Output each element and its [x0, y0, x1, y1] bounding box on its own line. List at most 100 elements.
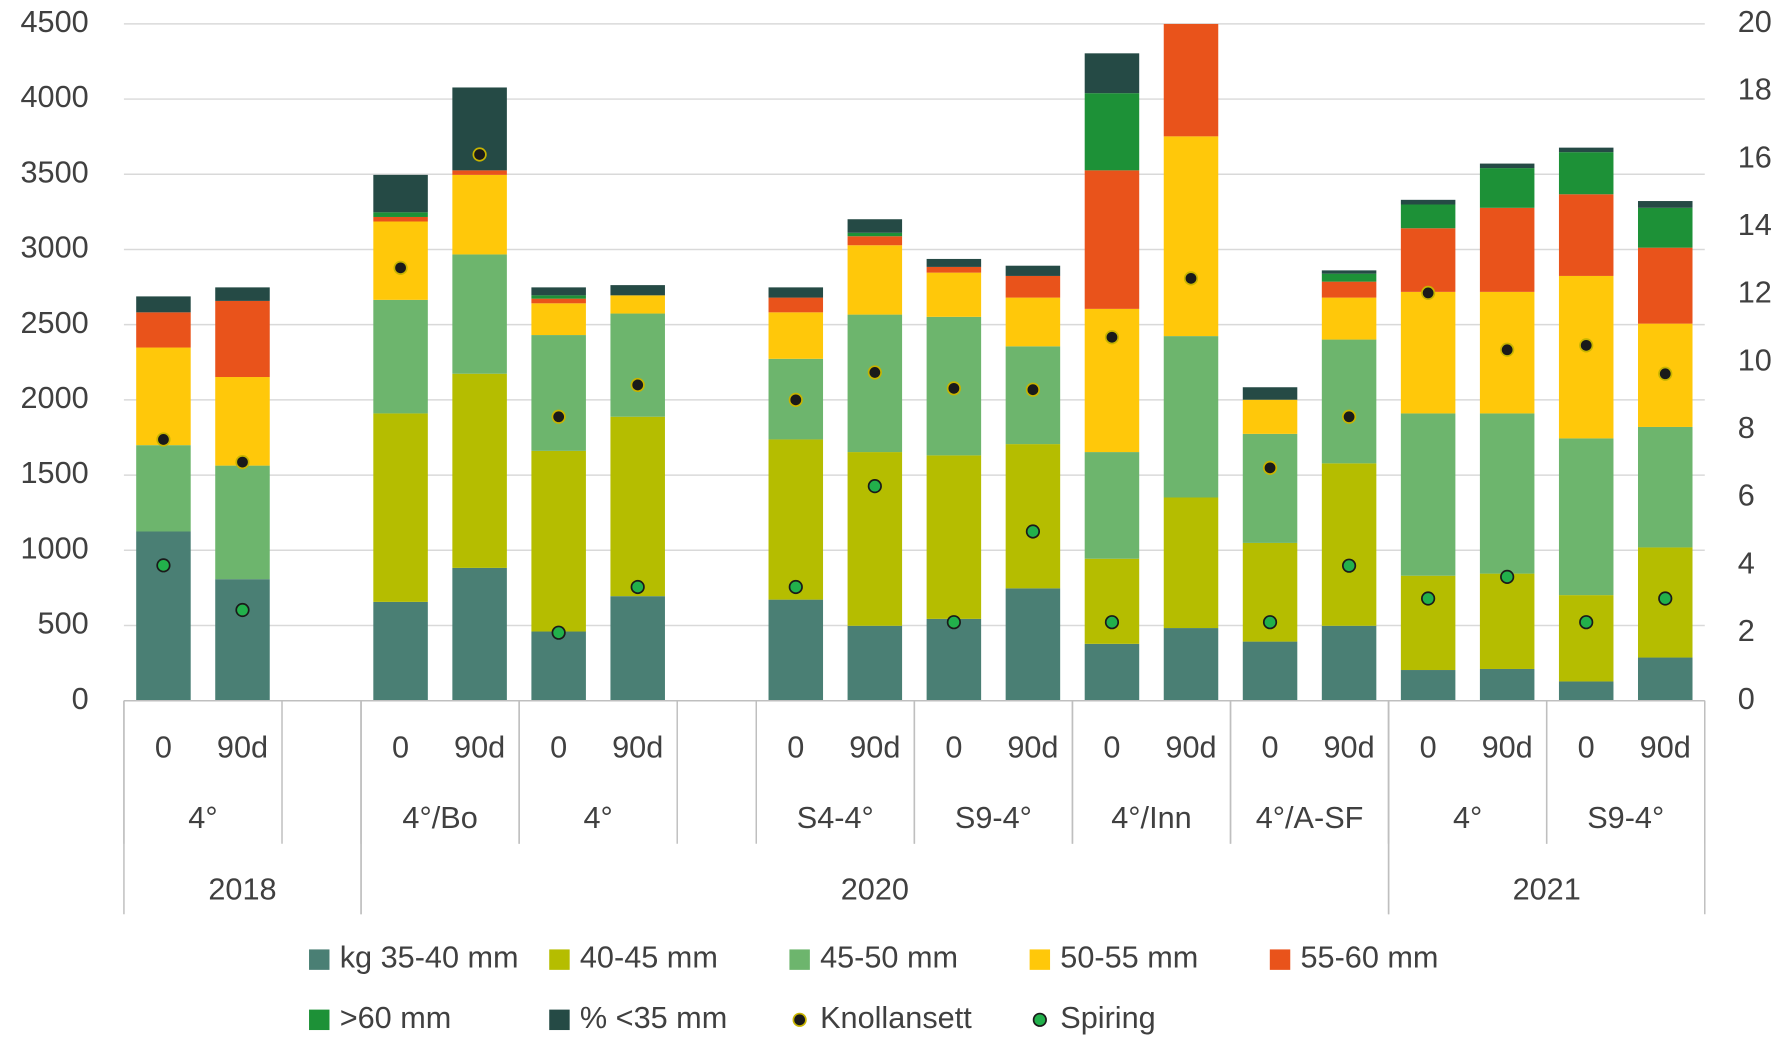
x-tick-label: 90d: [1324, 731, 1375, 765]
x-tick-label: 90d: [1640, 731, 1691, 765]
bar-segment: [1558, 275, 1614, 439]
scatter-point: [1579, 615, 1594, 630]
bar-segment: [1558, 194, 1614, 276]
y2-tick-label: 4: [1738, 546, 1755, 580]
bar-segment: [1005, 297, 1061, 347]
bar-segment: [1400, 228, 1456, 292]
x-tick-label: 90d: [612, 731, 663, 765]
scatter-point: [1104, 330, 1120, 345]
legend-label: Knollansett: [820, 1001, 972, 1035]
scatter-point: [1262, 460, 1278, 475]
x-tick-label: 90d: [849, 731, 900, 765]
bar-segment: [215, 579, 270, 701]
y2-tick-label: 2: [1738, 614, 1755, 648]
y2-tick-label: 0: [1738, 682, 1755, 716]
scatter-point: [1183, 271, 1199, 286]
bar-segment: [1084, 170, 1140, 309]
bar-segment: [373, 221, 428, 300]
bar-segment: [1558, 595, 1614, 682]
y2-tick-label: 16: [1738, 140, 1772, 174]
x-tick-label: 0: [392, 731, 409, 765]
scatter-point: [551, 409, 566, 424]
bar-segment: [1163, 23, 1219, 137]
bar-segment: [1163, 497, 1219, 629]
bar-segment: [1558, 681, 1614, 701]
bar-segment: [373, 216, 428, 222]
legend-swatch: [309, 1009, 330, 1031]
bar-segment: [1084, 558, 1140, 644]
bar-segment: [373, 601, 428, 701]
bar-segment: [373, 299, 428, 414]
bar-segment: [1479, 168, 1535, 208]
bar-segment: [215, 300, 270, 378]
y2-tick-label: 12: [1738, 276, 1772, 310]
bar-segment: [1163, 336, 1219, 498]
scatter-point: [1579, 338, 1594, 353]
bar-segment: [1400, 575, 1456, 671]
bar-segment: [1479, 573, 1535, 669]
y-tick-label: 4000: [21, 80, 89, 114]
legend-label: 50-55 mm: [1060, 941, 1198, 975]
bar-segment: [1558, 438, 1614, 596]
bar-segment: [1479, 413, 1535, 574]
legend-label: 45-50 mm: [820, 941, 958, 975]
scatter-point: [630, 579, 645, 595]
x-year-label: 2020: [841, 873, 909, 907]
bar-segment: [926, 272, 982, 317]
scatter-point: [788, 392, 803, 407]
bar-segment: [452, 174, 507, 255]
x-group-label: 4°: [188, 801, 217, 835]
y-tick-label: 0: [72, 682, 89, 716]
scatter-point: [1341, 409, 1357, 424]
bar-segment: [847, 232, 903, 237]
x-group-label: S9-4°: [1587, 801, 1664, 835]
scatter-point: [472, 147, 487, 162]
x-group-label: 4°/A-SF: [1256, 801, 1364, 835]
x-tick-label: 0: [155, 731, 172, 765]
y-tick-label: 500: [38, 607, 89, 641]
bar-segment: [1321, 297, 1377, 340]
y2-tick-label: 8: [1738, 411, 1755, 445]
bar-segment: [1637, 426, 1693, 548]
bar-segment: [1163, 628, 1219, 701]
bar-segment: [1242, 399, 1298, 434]
bar-segment: [1637, 201, 1693, 208]
bar-segment: [1400, 670, 1456, 701]
bar-segment: [452, 567, 507, 701]
bar-segment: [1637, 207, 1693, 248]
bar-segment: [1084, 452, 1140, 559]
scatter-point: [156, 558, 171, 573]
bar-segment: [452, 373, 507, 568]
bar-segment: [136, 445, 191, 532]
x-tick-label: 90d: [1007, 731, 1058, 765]
x-tick-label: 0: [550, 731, 567, 765]
bar-segment: [531, 450, 586, 632]
scatter-point: [1025, 382, 1041, 397]
y-tick-label: 3000: [21, 231, 89, 265]
legend-marker: [1032, 1012, 1047, 1027]
bar-segment: [610, 416, 665, 597]
bars: [136, 23, 1693, 701]
y2-tick-label: 20: [1738, 5, 1772, 39]
bar-segment: [610, 596, 665, 701]
bar-segment: [1400, 291, 1456, 414]
bar-segment: [215, 287, 270, 301]
legend-swatch: [1029, 949, 1051, 970]
scatter-point: [1025, 524, 1041, 539]
scatter-point: [788, 579, 803, 595]
bar-segment: [1558, 147, 1614, 153]
bar-segment: [1479, 207, 1535, 292]
x-group-label: 4°/Inn: [1111, 801, 1191, 835]
bar-segment: [768, 287, 824, 298]
y2-tick-label: 10: [1738, 343, 1772, 377]
legend-label: 40-45 mm: [580, 941, 718, 975]
legend-marker: [792, 1012, 807, 1027]
scatter-point: [1262, 615, 1278, 630]
scatter-point: [1500, 342, 1515, 357]
bar-segment: [1637, 247, 1693, 324]
bar-segment: [531, 303, 586, 336]
bar-segment: [847, 245, 903, 315]
bar-segment: [926, 618, 982, 701]
x-group-label: 4°: [584, 801, 613, 835]
